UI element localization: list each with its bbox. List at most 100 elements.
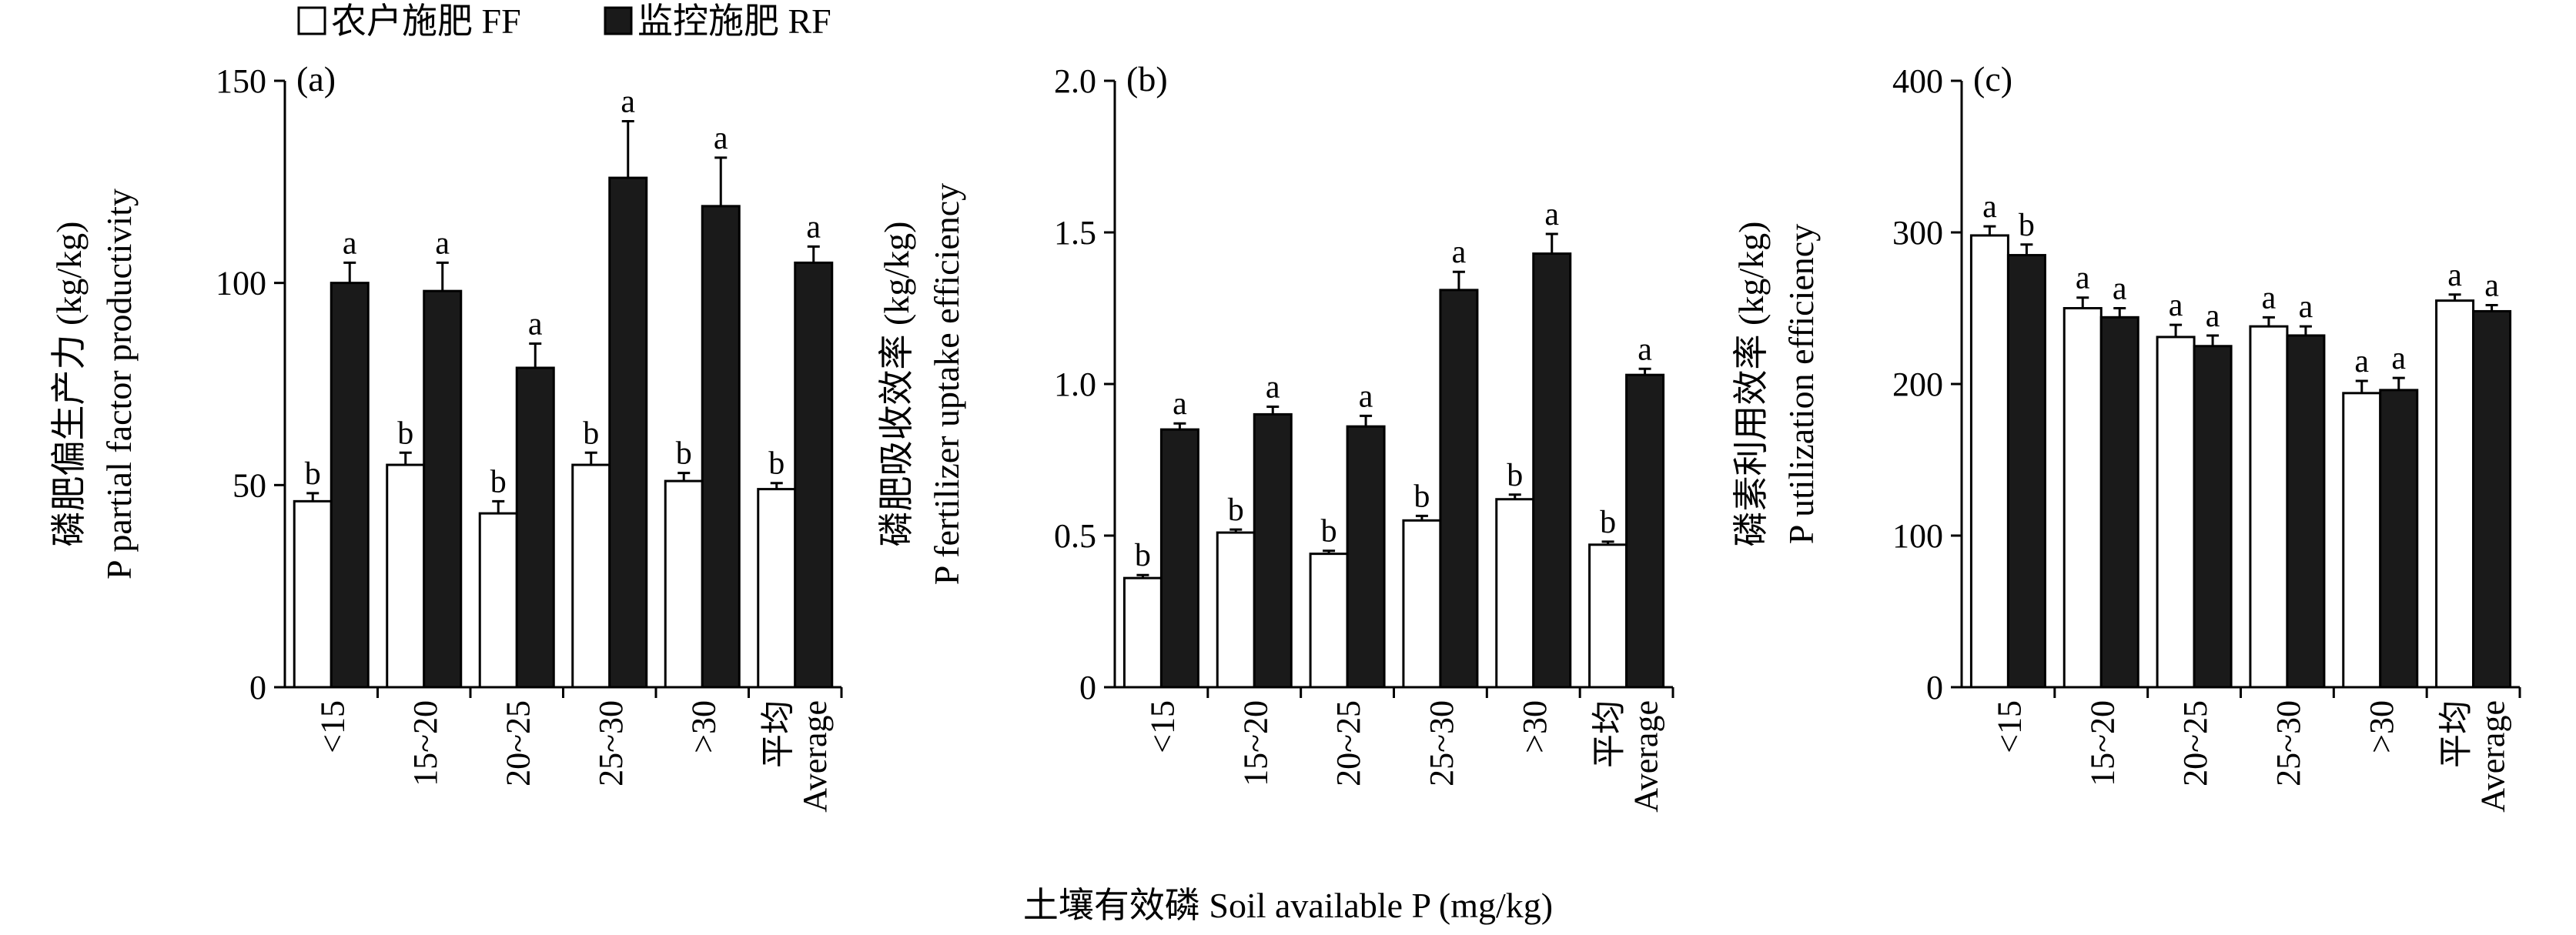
bar (1159, 428, 1199, 689)
bar (1625, 373, 1665, 689)
y-axis-title-cn: 磷肥偏生产力 (kg/kg) (49, 222, 89, 547)
x-tick-label: 20~25 (1330, 700, 1367, 786)
bar (1588, 543, 1628, 689)
bar (2099, 316, 2139, 689)
x-tick-label: 25~30 (592, 700, 630, 786)
x-tick-label: 平均 (759, 700, 797, 768)
legend: 农户施肥 FF 监控施肥 RF (297, 2, 831, 41)
x-tick-label: 20~25 (2176, 700, 2214, 786)
y-axis-title-cn: 磷肥吸收效率 (kg/kg) (877, 222, 916, 547)
significance-label: b (768, 446, 785, 482)
bar (478, 512, 518, 689)
y-tick-label: 50 (233, 466, 266, 504)
x-tick-label: 15~20 (1236, 700, 1274, 786)
panel-label: (a) (296, 59, 336, 99)
bar (1495, 498, 1535, 689)
bar (1309, 553, 1349, 689)
bar (664, 479, 704, 689)
y-tick-label: 100 (1892, 517, 1943, 555)
significance-label: a (2113, 272, 2127, 307)
significance-label: b (1228, 493, 1244, 528)
significance-label: a (2484, 269, 2499, 304)
bar (330, 282, 370, 689)
x-tick-label: Average (2474, 700, 2512, 813)
legend-label-rf: 监控施肥 RF (637, 2, 831, 41)
significance-label: a (2299, 289, 2313, 325)
significance-label: a (2169, 288, 2183, 323)
bar (608, 176, 648, 689)
panel-label: (b) (1126, 59, 1168, 99)
significance-label: a (1452, 235, 1467, 270)
bar (571, 463, 611, 689)
significance-label: b (1135, 538, 1151, 573)
significance-label: a (2391, 341, 2406, 376)
significance-label: b (676, 436, 692, 472)
x-tick-label: 平均 (1591, 700, 1628, 768)
bar (701, 205, 741, 689)
panel-b: 0 0.5 1.0 1.5 2.0 磷肥吸收效率 (kg/kg) P fertilizer … (877, 59, 1674, 813)
legend-swatch-rf (604, 6, 633, 35)
bar (423, 289, 463, 689)
bar (757, 488, 797, 689)
significance-label: b (1413, 479, 1430, 514)
y-tick-label: 400 (1892, 62, 1943, 100)
bar (2286, 334, 2326, 689)
bar (1439, 289, 1479, 689)
significance-label: b (1321, 514, 1337, 549)
x-tick-label: 15~20 (406, 700, 444, 786)
significance-label: b (583, 416, 599, 451)
significance-label: a (621, 85, 635, 120)
y-tick-label: 0.5 (1054, 517, 1096, 555)
y-tick-label: 200 (1892, 366, 1943, 403)
significance-label: a (2206, 299, 2220, 334)
y-tick-label: 2.0 (1054, 62, 1096, 100)
significance-label: a (2262, 280, 2277, 316)
bar (293, 499, 333, 689)
y-axis-title-en: P partial factor productivity (99, 189, 139, 579)
bar (1532, 252, 1572, 689)
bar (1402, 519, 1442, 689)
significance-label: a (1638, 332, 1652, 367)
significance-label: a (343, 225, 357, 261)
bar (2435, 299, 2475, 689)
significance-label: b (1507, 458, 1523, 493)
x-tick-label: >30 (2363, 700, 2400, 753)
bar (2249, 325, 2289, 689)
significance-label: a (1982, 189, 1997, 225)
y-tick-label: 0 (249, 669, 266, 706)
significance-label: a (2076, 261, 2090, 296)
significance-label: a (528, 306, 543, 342)
x-tick-label: <15 (1143, 700, 1181, 753)
bar (2062, 307, 2103, 689)
significance-label: b (305, 456, 321, 492)
bar (2342, 392, 2382, 689)
x-tick-label: 平均 (2437, 700, 2475, 768)
bar (1216, 531, 1256, 689)
y-tick-label: 0 (1079, 669, 1096, 706)
bar (2379, 389, 2419, 689)
x-tick-label: 25~30 (1423, 700, 1460, 786)
significance-label: a (435, 225, 450, 261)
y-axis-title-cn: 磷素利用效率 (kg/kg) (1731, 222, 1771, 547)
significance-label: a (1544, 197, 1559, 232)
bar (2193, 345, 2233, 689)
panel-c: 0 100 200 300 400 磷素利用效率 (kg/kg) P utilization… (1731, 59, 2521, 813)
bar (1122, 576, 1163, 689)
x-tick-label: <15 (1990, 700, 2028, 753)
panel-a: 0 50 100 150 磷肥偏生产力 (kg/kg) P partial factor … (49, 59, 843, 813)
y-axis-title-en: P fertilizer uptake efficiency (927, 183, 966, 585)
bar (1969, 234, 2009, 689)
y-tick-label: 100 (216, 265, 266, 302)
x-tick-label: >30 (1516, 700, 1554, 753)
significance-label: a (714, 121, 728, 156)
significance-label: a (806, 209, 821, 245)
y-tick-label: 1.5 (1054, 214, 1096, 252)
x-tick-label: Average (1628, 700, 1665, 813)
legend-swatch-ff (297, 6, 326, 35)
significance-label: b (2019, 208, 2035, 243)
significance-label: a (2447, 258, 2462, 293)
significance-label: b (1600, 505, 1616, 540)
x-tick-label: >30 (684, 700, 722, 753)
bar (2006, 254, 2046, 689)
